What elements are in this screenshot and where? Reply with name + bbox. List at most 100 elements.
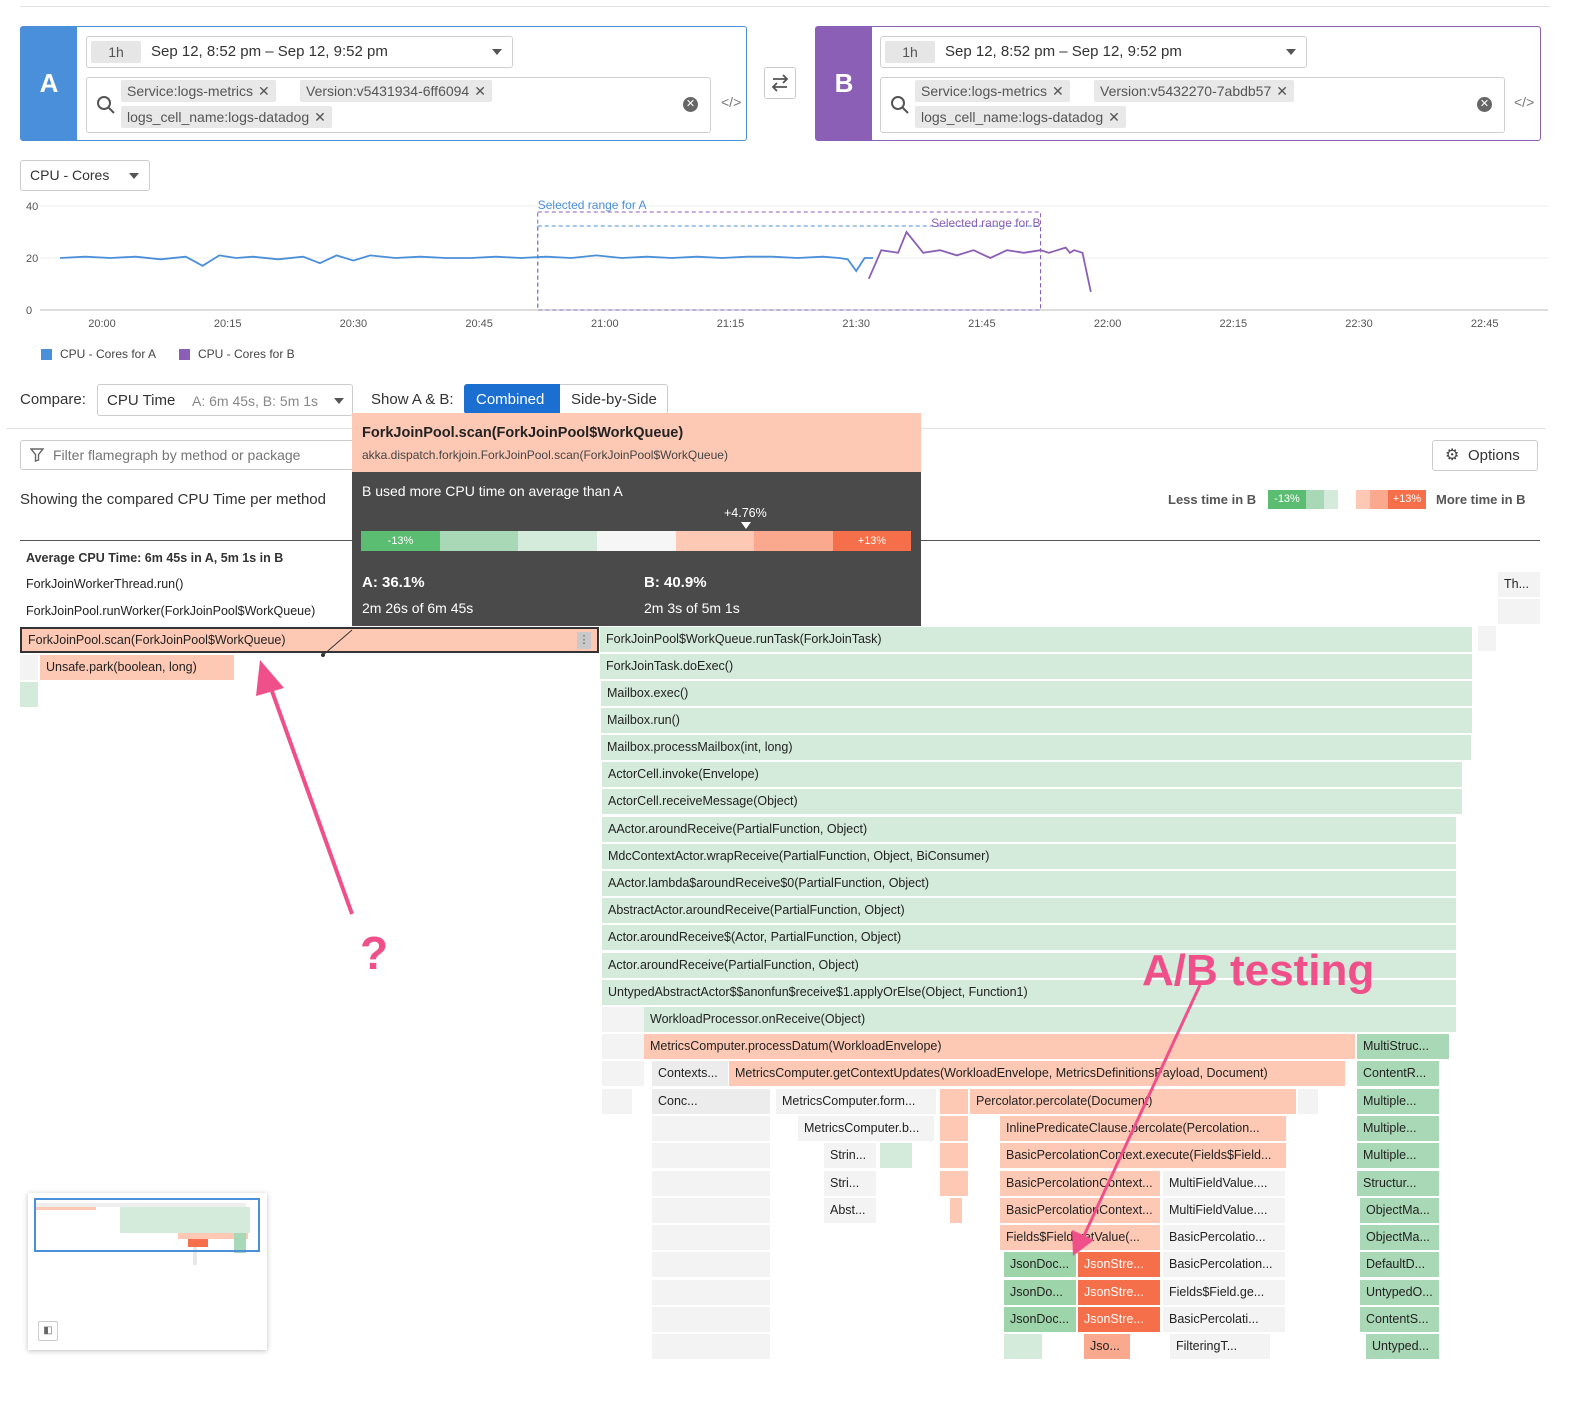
flame-frame[interactable] [602,1007,644,1032]
flame-frame[interactable]: BasicPercolationContext.execute(Fields$F… [1000,1143,1286,1168]
flame-frame[interactable]: Multiple... [1357,1116,1439,1141]
flame-frame[interactable]: Stri... [824,1171,876,1196]
side-by-side-toggle[interactable]: Side-by-Side [560,384,668,414]
code-icon[interactable]: </> [1514,94,1535,110]
flame-frame[interactable] [940,1143,968,1168]
flame-frame[interactable]: UntypedAbstractActor$$anonfun$receive$1.… [602,980,1456,1005]
flame-frame[interactable] [652,1334,770,1359]
flame-frame-selected[interactable]: ForkJoinPool.scan(ForkJoinPool$WorkQueue… [20,627,599,653]
flame-frame[interactable]: Structur... [1357,1171,1439,1196]
flame-frame[interactable]: Untyped... [1366,1334,1439,1359]
flame-frame[interactable]: Conc... [652,1089,770,1114]
flame-frame[interactable]: Actor.aroundReceive(PartialFunction, Obj… [602,953,1456,978]
frame-menu-icon[interactable]: ⋮ [577,632,591,649]
flame-frame[interactable]: Th... [1498,572,1540,597]
flame-frame[interactable]: UntypedO... [1360,1280,1439,1305]
flame-frame[interactable]: DefaultD... [1360,1252,1439,1277]
tag-chip[interactable]: Service:logs-metrics ✕ [121,80,276,102]
flame-frame[interactable]: Unsafe.park(boolean, long) [40,655,234,680]
flame-frame[interactable]: JsonStre... [1078,1307,1160,1332]
flame-frame[interactable] [940,1089,968,1114]
flame-frame[interactable]: BasicPercolationContext... [1000,1171,1160,1196]
flame-frame[interactable]: MultiStruc... [1357,1034,1449,1059]
flame-frame[interactable]: ForkJoinTask.doExec() [600,654,1472,679]
filter-input[interactable] [51,444,355,466]
flame-frame[interactable]: MetricsComputer.getContextUpdates(Worklo… [729,1061,1345,1086]
flamegraph-minimap[interactable]: ◧ [28,1193,267,1350]
flame-frame[interactable] [602,1034,644,1059]
tag-query-a[interactable]: Service:logs-metrics ✕ Version:v5431934-6… [86,77,711,133]
flame-frame[interactable] [652,1307,770,1332]
flame-frame[interactable]: ObjectMa... [1360,1225,1439,1250]
remove-tag-icon[interactable]: ✕ [474,83,486,99]
flame-frame[interactable]: WorkloadProcessor.onReceive(Object) [644,1007,1456,1032]
flame-frame[interactable]: Strin... [824,1143,876,1168]
swap-button[interactable] [764,67,796,99]
remove-tag-icon[interactable]: ✕ [258,83,270,99]
flame-frame[interactable]: BasicPercolati... [1163,1307,1285,1332]
remove-tag-icon[interactable]: ✕ [1276,83,1288,99]
flame-frame[interactable] [20,655,38,680]
flame-frame[interactable]: JsonStre... [1078,1252,1160,1277]
flame-frame[interactable]: AActor.aroundReceive(PartialFunction, Ob… [602,817,1456,842]
time-picker-a[interactable]: 1h Sep 12, 8:52 pm – Sep 12, 9:52 pm [86,36,513,68]
flame-frame[interactable]: ForkJoinPool$WorkQueue.runTask(ForkJoinT… [600,627,1472,652]
flame-frame[interactable]: Percolator.percolate(Document) [970,1089,1296,1114]
flame-frame[interactable] [652,1252,770,1277]
flame-frame[interactable] [652,1280,770,1305]
code-icon[interactable]: </> [721,94,742,110]
flame-frame[interactable]: Contexts... [652,1061,728,1086]
collapse-minimap-icon[interactable]: ◧ [38,1321,58,1341]
flame-frame[interactable]: ContentS... [1360,1307,1439,1332]
clear-query-icon[interactable]: ✕ [683,97,698,112]
flame-frame[interactable] [20,682,38,707]
flame-frame[interactable] [652,1116,770,1141]
remove-tag-icon[interactable]: ✕ [1052,83,1064,99]
flame-frame[interactable]: Multiple... [1357,1089,1439,1114]
flame-frame[interactable]: MetricsComputer.processDatum(WorkloadEnv… [644,1034,1355,1059]
compare-select[interactable]: CPU Time A: 6m 45s, B: 5m 1s [97,384,353,416]
flame-frame[interactable] [880,1143,912,1168]
tag-chip[interactable]: logs_cell_name:logs-datadog ✕ [915,106,1126,128]
metric-select[interactable]: CPU - Cores [20,160,150,191]
flame-frame[interactable]: ActorCell.invoke(Envelope) [602,762,1462,787]
flame-frame[interactable]: AbstractActor.aroundReceive(PartialFunct… [602,898,1456,923]
flame-frame[interactable]: Fields$Field.ge... [1163,1280,1285,1305]
flame-frame[interactable] [940,1116,968,1141]
combined-toggle[interactable]: Combined [464,384,560,414]
flame-frame[interactable] [652,1225,770,1250]
flame-frame[interactable] [652,1171,770,1196]
flame-frame[interactable]: MetricsComputer.form... [776,1089,936,1114]
flame-frame[interactable]: BasicPercolation... [1163,1252,1285,1277]
flame-frame[interactable]: Abst... [824,1198,876,1223]
flame-frame[interactable]: Mailbox.processMailbox(int, long) [601,735,1471,760]
flame-frame[interactable] [1298,1089,1318,1114]
flame-frame[interactable]: FilteringT... [1170,1334,1270,1359]
flame-frame[interactable]: JsonDoc... [1004,1307,1076,1332]
remove-tag-icon[interactable]: ✕ [1108,109,1120,125]
tag-query-b[interactable]: Service:logs-metrics ✕ Version:v5432270-7… [880,77,1505,133]
flame-frame[interactable]: BasicPercolatio... [1163,1225,1285,1250]
flame-frame[interactable]: ObjectMa... [1360,1198,1439,1223]
flamegraph-filter[interactable] [20,440,362,470]
time-chip-a[interactable]: 1h [91,41,141,63]
time-chip-b[interactable]: 1h [885,41,935,63]
tag-chip[interactable]: Version:v5432270-7abdb57 ✕ [1094,80,1294,102]
flame-frame[interactable] [602,1061,644,1086]
tag-chip[interactable]: Version:v5431934-6ff6094 ✕ [300,80,492,102]
flame-frame[interactable] [940,1171,968,1196]
tag-chip[interactable]: Service:logs-metrics ✕ [915,80,1070,102]
flame-frame[interactable]: ActorCell.receiveMessage(Object) [602,789,1462,814]
flame-frame[interactable] [950,1198,962,1223]
flame-frame[interactable]: AActor.lambda$aroundReceive$0(PartialFun… [602,871,1456,896]
flame-frame[interactable] [1004,1334,1042,1359]
minimap-viewport[interactable] [34,1198,260,1252]
flame-frame[interactable]: MultiFieldValue.... [1163,1171,1285,1196]
flame-frame[interactable] [602,1089,632,1114]
flame-frame[interactable]: ContentR... [1357,1061,1439,1086]
flame-frame[interactable]: MdcContextActor.wrapReceive(PartialFunct… [602,844,1456,869]
flame-frame[interactable]: JsonDo... [1004,1280,1076,1305]
flame-frame[interactable]: BasicPercolationContext... [1000,1198,1160,1223]
flame-frame[interactable] [1478,626,1496,651]
flame-frame[interactable] [652,1143,770,1168]
